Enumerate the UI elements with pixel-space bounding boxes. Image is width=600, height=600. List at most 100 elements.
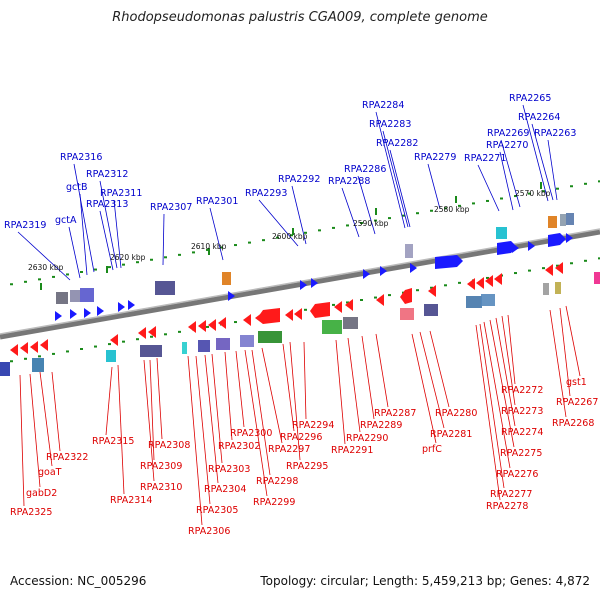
reverse-gene-label: RPA2274 xyxy=(501,427,543,438)
feature-block xyxy=(343,317,358,329)
forward-gene xyxy=(97,306,104,316)
feature-block xyxy=(466,296,482,308)
reverse-gene xyxy=(208,319,216,331)
reverse-gene-label: RPA2314 xyxy=(110,495,152,506)
reverse-gene-label: RPA2306 xyxy=(188,526,230,537)
guide-dot xyxy=(472,202,475,205)
forward-leader-line xyxy=(357,175,376,235)
guide-dot xyxy=(486,276,489,279)
reverse-leader-line xyxy=(282,343,295,432)
reverse-gene-label: RPA2308 xyxy=(148,440,190,451)
reverse-gene xyxy=(376,294,384,306)
guide-dot xyxy=(220,246,223,249)
guide-dot xyxy=(248,241,251,244)
reverse-leader-line xyxy=(187,355,203,526)
guide-dot xyxy=(584,182,587,185)
reverse-gene-label: RPA2309 xyxy=(140,461,182,472)
reverse-gene xyxy=(218,317,226,329)
feature-block xyxy=(481,294,495,306)
reverse-gene-label: prfC xyxy=(422,444,442,455)
forward-gene-label: RPA2307 xyxy=(150,202,192,213)
scale-tick xyxy=(208,248,210,255)
guide-dot xyxy=(458,204,461,207)
guide-dot xyxy=(486,199,489,202)
reverse-gene-label: RPA2297 xyxy=(268,444,310,455)
forward-leader-line xyxy=(389,149,411,228)
reverse-gene-block xyxy=(400,288,412,304)
reverse-leader-line xyxy=(419,331,445,429)
reverse-leader-line xyxy=(156,357,163,440)
guide-dot xyxy=(234,321,237,324)
reverse-gene xyxy=(10,344,18,356)
reverse-gene xyxy=(545,264,553,276)
forward-gene-label: RPA2293 xyxy=(245,188,287,199)
guide-dot xyxy=(514,272,517,275)
reverse-gene xyxy=(138,327,146,339)
forward-gene xyxy=(363,269,370,279)
reverse-gene-label: RPA2303 xyxy=(208,464,250,475)
forward-leader-line xyxy=(375,111,406,229)
reverse-gene-label: RPA2273 xyxy=(501,406,543,417)
feature-block xyxy=(70,290,80,302)
reverse-gene xyxy=(30,341,38,353)
scale-label: 2570 kbp xyxy=(515,189,551,198)
guide-dot xyxy=(570,185,573,188)
feature-block xyxy=(106,350,116,362)
feature-block xyxy=(140,345,162,357)
reverse-leader-line xyxy=(289,341,301,461)
forward-gene-label: RPA2311 xyxy=(100,188,142,199)
forward-gene xyxy=(380,266,387,276)
reverse-gene-label: gabD2 xyxy=(26,488,57,499)
feature-block xyxy=(543,283,549,295)
reverse-gene-label: RPA2300 xyxy=(230,428,272,439)
feature-block xyxy=(0,362,10,376)
reverse-leader-line xyxy=(143,359,155,482)
reverse-gene-label: RPA2289 xyxy=(360,420,402,431)
reverse-gene xyxy=(110,334,118,346)
reverse-leader-line xyxy=(347,337,361,433)
guide-dot xyxy=(332,226,335,229)
guide-dot xyxy=(458,281,461,284)
guide-dot xyxy=(52,352,55,355)
forward-gene xyxy=(410,263,417,273)
reverse-leader-line xyxy=(549,309,567,418)
forward-gene-label: RPA2316 xyxy=(60,152,102,163)
guide-dot xyxy=(150,258,153,261)
feature-block xyxy=(258,331,282,343)
reverse-leader-line xyxy=(335,339,346,445)
feature-block xyxy=(405,244,413,258)
feature-block xyxy=(424,304,438,316)
scale-tick xyxy=(455,196,457,203)
feature-block xyxy=(594,272,600,284)
guide-dot xyxy=(178,330,181,333)
reverse-gene-label: RPA2277 xyxy=(490,489,532,500)
reverse-leader-line xyxy=(105,366,113,436)
forward-leader-line xyxy=(99,180,118,269)
guide-dot xyxy=(430,286,433,289)
guide-dot xyxy=(584,259,587,262)
guide-dot xyxy=(38,278,41,281)
reverse-gene-label: RPA2295 xyxy=(286,461,328,472)
reverse-leader-line xyxy=(29,373,41,488)
forward-leader-line xyxy=(427,163,441,210)
reverse-gene xyxy=(40,339,48,351)
guide-dot xyxy=(542,267,545,270)
reverse-gene-label: gst1 xyxy=(566,377,587,388)
guide-dot xyxy=(570,262,573,265)
forward-gene-label: RPA2263 xyxy=(534,128,576,139)
forward-leader-line xyxy=(113,199,122,269)
feature-block xyxy=(80,288,94,302)
reverse-gene xyxy=(20,342,28,354)
reverse-gene-label: RPA2276 xyxy=(496,469,538,480)
reverse-gene-label: RPA2278 xyxy=(486,501,528,512)
guide-dot xyxy=(416,289,419,292)
feature-block xyxy=(155,281,175,295)
reverse-leader-line xyxy=(195,355,211,505)
forward-gene-label: RPA2301 xyxy=(196,196,238,207)
guide-dot xyxy=(24,280,27,283)
reverse-gene-label: RPA2290 xyxy=(346,433,388,444)
guide-dot xyxy=(10,283,13,286)
reverse-gene-label: RPA2302 xyxy=(218,441,260,452)
feature-block xyxy=(322,320,342,334)
